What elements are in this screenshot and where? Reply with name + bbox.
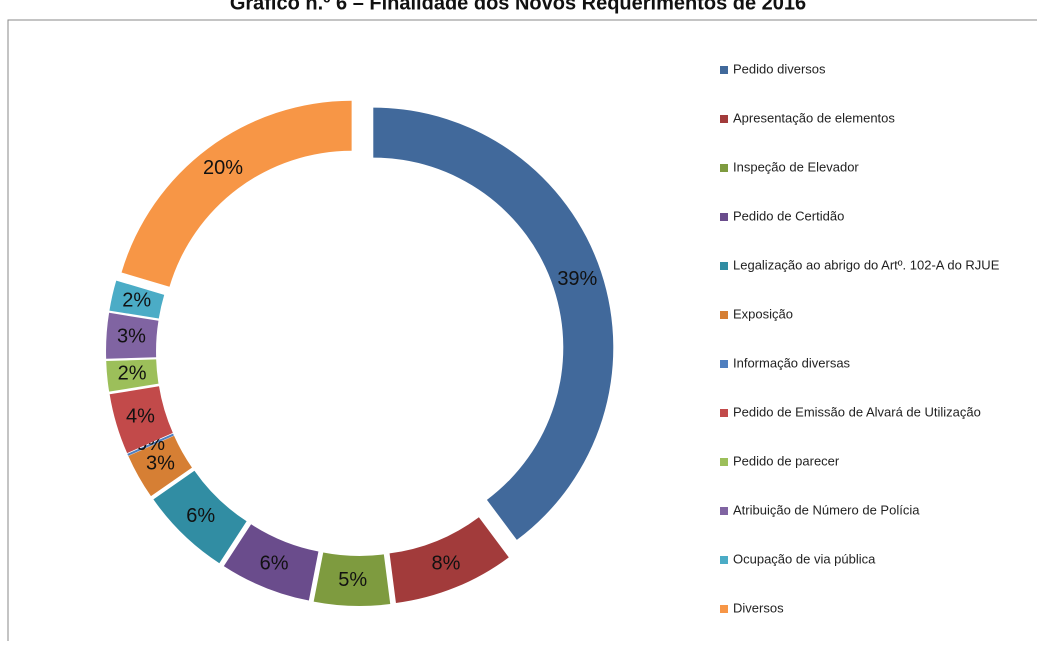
data-label: 2% [118, 362, 147, 384]
data-label: 6% [186, 505, 215, 527]
donut-segment [106, 312, 159, 359]
legend-label: Atribuição de Número de Polícia [733, 502, 920, 517]
donut-segment [223, 524, 319, 601]
legend-label: Pedido de Emissão de Alvará de Utilizaçã… [733, 404, 981, 419]
donut-segment [109, 280, 165, 319]
donut-segment [373, 107, 614, 540]
donut-segment [313, 552, 391, 606]
legend-label: Pedido diversos [733, 61, 826, 76]
data-label: 20% [203, 157, 243, 179]
legend-label: Exposição [733, 306, 793, 321]
legend-swatch [720, 458, 728, 466]
data-label: 3% [146, 453, 175, 475]
data-label: 5% [338, 569, 367, 591]
legend-swatch [720, 115, 728, 123]
donut-segment [127, 433, 174, 456]
legend-label: Informação diversas [733, 355, 851, 370]
legend-label: Ocupação de via pública [733, 551, 876, 566]
donut-segment [389, 517, 509, 604]
legend-label: Legalização ao abrigo do Artº. 102-A do … [733, 257, 1000, 272]
legend-swatch [720, 605, 728, 613]
legend-swatch [720, 409, 728, 417]
data-label: 2% [122, 289, 151, 311]
legend-swatch [720, 507, 728, 515]
data-label: 8% [431, 553, 460, 575]
legend-label: Inspeção de Elevador [733, 159, 859, 174]
legend-label: Pedido de parecer [733, 453, 840, 468]
donut-segment [121, 100, 352, 287]
donut-segment [153, 470, 247, 564]
donut-segment [109, 386, 173, 454]
data-label: 39% [557, 268, 597, 290]
donut-segment [128, 435, 192, 497]
chart-frame [7, 19, 1037, 646]
legend-label: Pedido de Certidão [733, 208, 844, 223]
legend-swatch [720, 213, 728, 221]
legend-swatch [720, 360, 728, 368]
legend-label: Diversos [733, 600, 784, 615]
legend-label: Apresentação de elementos [733, 110, 895, 125]
donut-segment [106, 359, 159, 392]
legend-swatch [720, 164, 728, 172]
legend-swatch [720, 556, 728, 564]
legend-swatch [720, 262, 728, 270]
chart-title: Gráfico n.º 6 – Finalidade dos Novos Req… [230, 0, 806, 14]
data-label: 4% [126, 405, 155, 427]
legend-swatch [720, 66, 728, 74]
data-label: 3% [117, 326, 146, 348]
legend-swatch [720, 311, 728, 319]
data-label: 6% [260, 553, 289, 575]
